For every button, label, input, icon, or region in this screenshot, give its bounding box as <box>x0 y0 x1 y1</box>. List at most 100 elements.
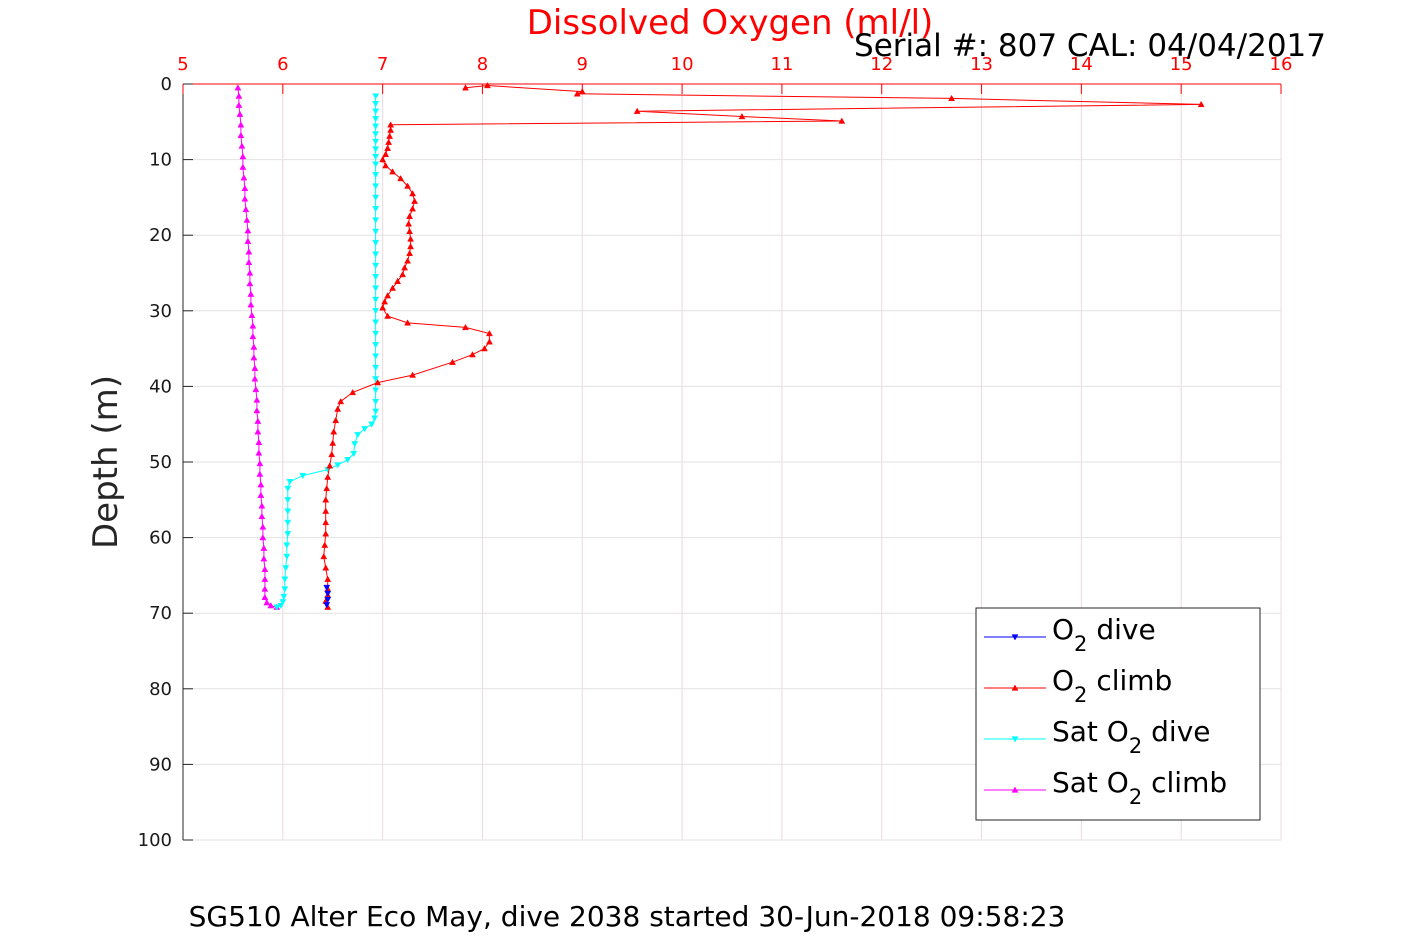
data-point <box>399 270 407 278</box>
legend-item-o2-dive: O2 dive <box>984 613 1156 656</box>
data-point <box>371 415 379 422</box>
data-point <box>284 508 292 515</box>
data-point <box>252 385 260 393</box>
data-point <box>449 358 456 365</box>
data-point <box>322 507 330 514</box>
data-point <box>372 123 380 130</box>
x-tick-label: 7 <box>377 54 388 75</box>
legend-marker <box>1011 786 1019 793</box>
legend-label: O2 dive <box>1052 613 1156 656</box>
data-point <box>385 138 393 145</box>
data-point <box>372 108 380 115</box>
data-point <box>250 354 258 361</box>
data-point <box>334 462 342 469</box>
data-point <box>389 168 397 175</box>
data-point <box>254 417 262 424</box>
data-point <box>372 228 380 235</box>
y-tick-label: 60 <box>149 528 172 549</box>
data-point <box>237 131 245 139</box>
data-point <box>948 94 956 102</box>
axes-layer: 5 6 7 8 9 10 11 12 13 14 15 16 0 10 20 30 40 50 60 70 80 90 10… <box>138 54 1293 851</box>
data-point <box>372 262 380 269</box>
data-point <box>372 146 380 153</box>
chart-title: Dissolved Oxygen (ml/l) <box>527 3 934 43</box>
data-point <box>372 251 380 258</box>
data-point <box>256 470 264 477</box>
data-point <box>372 172 380 179</box>
x-tick-label: 11 <box>770 54 793 75</box>
x-tick-label: 8 <box>477 54 488 75</box>
data-point <box>247 301 255 308</box>
y-tick-label: 30 <box>149 301 172 322</box>
data-point <box>249 332 257 340</box>
data-point <box>372 183 380 190</box>
data-point <box>250 343 258 350</box>
data-point <box>387 121 395 128</box>
data-point <box>372 101 380 108</box>
data-point <box>238 142 246 149</box>
data-point <box>372 194 380 201</box>
data-point <box>323 584 331 592</box>
data-point <box>372 376 380 383</box>
data-point <box>235 101 243 108</box>
data-point <box>257 491 265 498</box>
data-point <box>251 375 259 382</box>
data-point <box>279 599 287 606</box>
series-o2-dive <box>323 584 332 609</box>
data-point <box>1197 100 1205 108</box>
data-point <box>245 248 253 255</box>
data-point <box>389 284 397 291</box>
legend-item-sat-dive: Sat O2 dive <box>984 715 1210 758</box>
data-point <box>254 428 262 435</box>
dive-caption: SG510 Alter Eco May, dive 2038 started 3… <box>189 900 1066 933</box>
data-point <box>239 153 247 160</box>
x-tick-label: 6 <box>277 54 288 75</box>
data-point <box>281 576 289 583</box>
data-point <box>259 523 267 530</box>
data-point <box>372 342 380 349</box>
data-point <box>372 398 380 406</box>
data-point <box>237 121 245 128</box>
data-point <box>349 388 357 396</box>
data-point <box>738 112 746 120</box>
data-point <box>573 90 581 97</box>
data-point <box>372 138 380 145</box>
data-point <box>257 481 265 488</box>
series-sat-climb <box>234 84 281 610</box>
data-point <box>235 92 243 99</box>
data-point <box>354 432 362 439</box>
data-point <box>384 144 392 151</box>
data-point <box>372 274 380 281</box>
y-tick-label: 70 <box>149 603 172 624</box>
data-point <box>321 541 329 548</box>
data-point <box>406 249 414 256</box>
data-point <box>251 364 259 371</box>
y-tick-label: 10 <box>149 150 172 171</box>
data-point <box>405 220 413 227</box>
data-point <box>260 555 268 562</box>
data-point <box>372 353 380 360</box>
data-point <box>486 338 493 345</box>
data-point <box>324 473 332 480</box>
data-point <box>244 227 252 234</box>
data-point <box>284 519 292 526</box>
data-point <box>633 107 641 114</box>
data-point <box>486 329 493 337</box>
y-tick-label: 0 <box>161 74 172 95</box>
data-point <box>255 438 263 445</box>
data-point <box>240 174 248 181</box>
data-point <box>258 502 266 509</box>
data-point <box>261 565 269 573</box>
x-tick-label: 15 <box>1170 54 1193 75</box>
data-point <box>244 237 252 244</box>
data-point <box>267 602 275 609</box>
data-point <box>258 512 266 520</box>
legend-item-o2-climb: O2 climb <box>984 664 1172 707</box>
legend-item-sat-climb: Sat O2 climb <box>984 766 1227 809</box>
data-point <box>322 530 330 537</box>
x-tick-label: 13 <box>970 54 993 75</box>
data-point <box>484 81 491 89</box>
data-point <box>323 602 331 609</box>
y-tick-label: 50 <box>149 452 172 473</box>
data-point <box>394 277 402 284</box>
